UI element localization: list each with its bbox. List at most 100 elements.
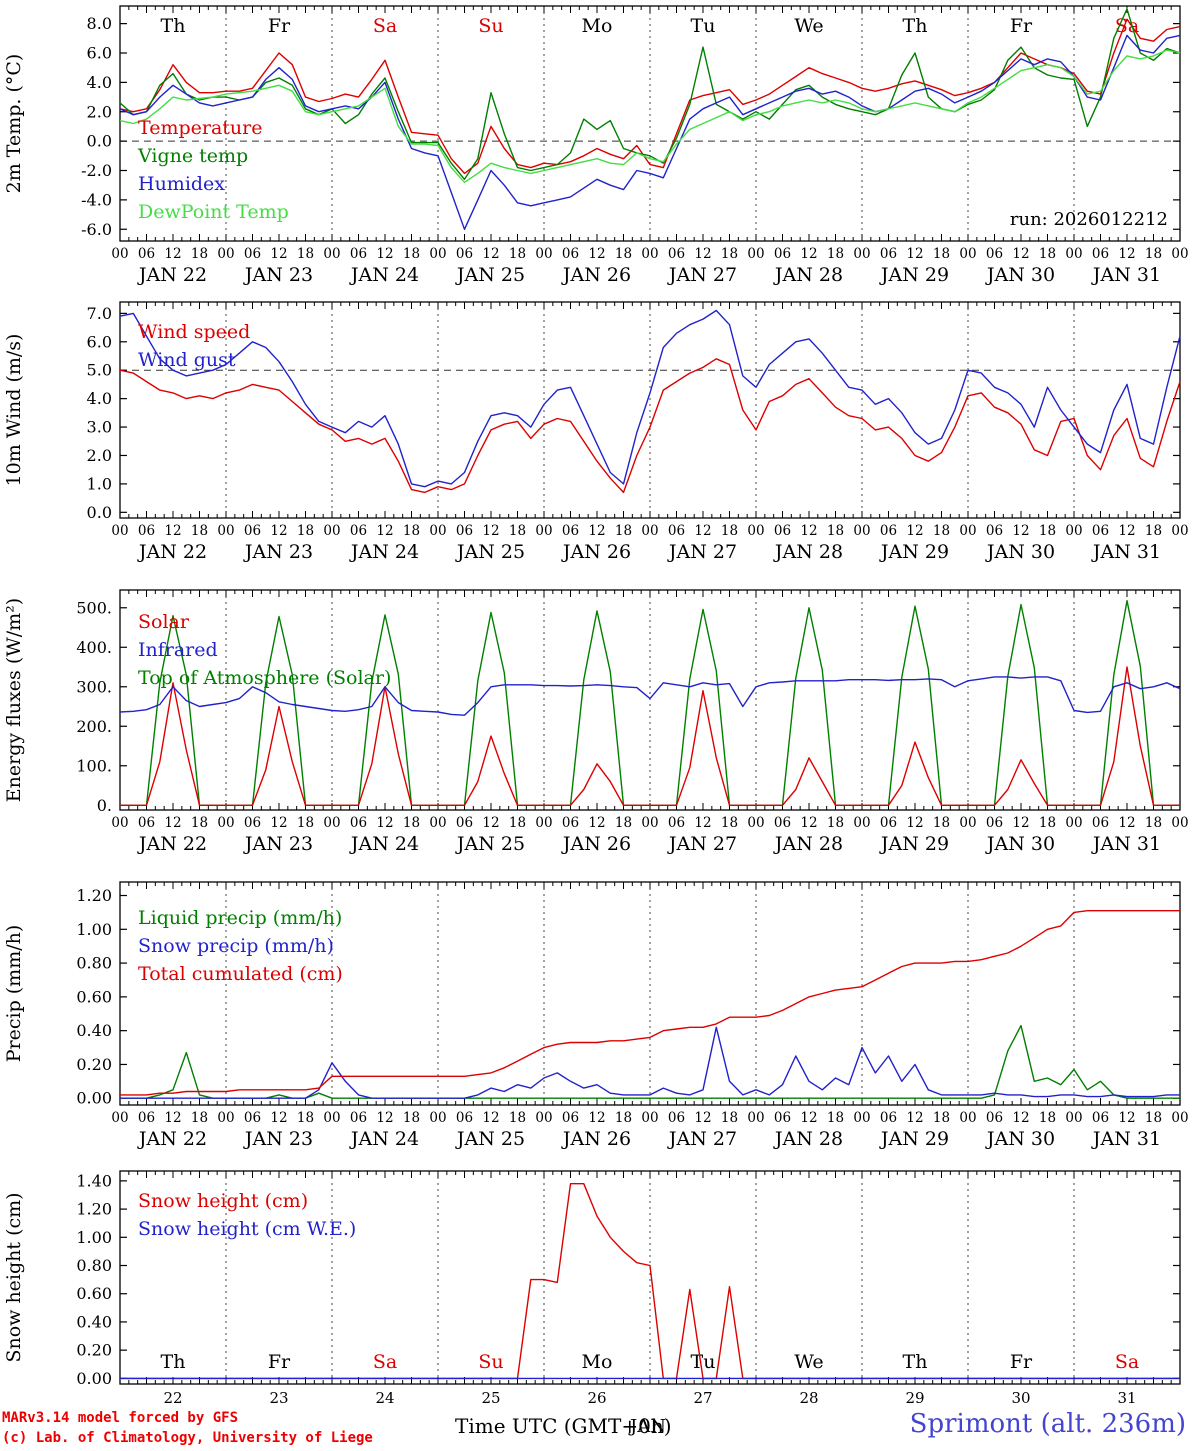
y-tick-label: 0.00 xyxy=(76,1369,112,1388)
time-tick-label: 12 xyxy=(906,1110,923,1126)
y-axis-title: Snow height (cm) xyxy=(3,1192,25,1362)
time-tick-label: 12 xyxy=(1118,815,1135,831)
weekday-label: Th xyxy=(903,15,928,37)
y-tick-label: 2.0 xyxy=(87,446,112,465)
y-tick-label: 4.0 xyxy=(87,389,112,408)
month-label: JAN xyxy=(630,1416,666,1437)
time-tick-label: 00 xyxy=(1171,523,1188,539)
day-label: JAN 28 xyxy=(773,541,843,563)
day-number-label: 31 xyxy=(1117,1389,1136,1407)
time-tick-label: 18 xyxy=(827,246,844,262)
time-tick-label: 18 xyxy=(297,1110,314,1126)
time-tick-label: 18 xyxy=(721,1110,738,1126)
time-tick-label: 06 xyxy=(668,1110,685,1126)
time-tick-label: 12 xyxy=(588,246,605,262)
time-tick-label: 06 xyxy=(138,1110,155,1126)
time-tick-label: 12 xyxy=(694,246,711,262)
time-tick-label: 00 xyxy=(535,1110,552,1126)
time-tick-label: 18 xyxy=(297,246,314,262)
time-tick-label: 00 xyxy=(323,1110,340,1126)
time-tick-label: 06 xyxy=(244,815,261,831)
time-tick-label: 06 xyxy=(350,246,367,262)
series-snow-precip xyxy=(120,1026,1180,1099)
time-tick-label: 06 xyxy=(880,246,897,262)
time-tick-label: 18 xyxy=(509,815,526,831)
time-tick-label: 12 xyxy=(164,246,181,262)
time-tick-label: 06 xyxy=(986,1110,1003,1126)
temperature-chart: 8.0 6.0 4.0 2.0 0.0 -2.0 -4.0 -6.0 00 06 12 18 00 06 1… xyxy=(3,5,1189,286)
time-tick-label: 12 xyxy=(1118,523,1135,539)
time-tick-label: 00 xyxy=(641,815,658,831)
y-axis-title: 2m Temp. (°C) xyxy=(3,54,25,194)
day-label: JAN 24 xyxy=(349,541,419,563)
day-label: JAN 31 xyxy=(1091,833,1161,855)
time-tick-label: 00 xyxy=(1065,815,1082,831)
series-solar xyxy=(120,666,1180,807)
y-tick-label: 0.60 xyxy=(76,987,112,1006)
time-tick-label: 06 xyxy=(350,523,367,539)
day-label: JAN 25 xyxy=(455,541,525,563)
weekday-label: Sa xyxy=(1115,15,1139,37)
legend-humidex: Humidex xyxy=(138,173,225,195)
day-number-label: 30 xyxy=(1011,1389,1030,1407)
y-axis-title: Energy fluxes (W/m²) xyxy=(3,598,25,802)
legend-infrared: Infrared xyxy=(138,639,218,661)
time-tick-label: 18 xyxy=(933,1110,950,1126)
day-label: JAN 23 xyxy=(243,833,313,855)
time-tick-label: 00 xyxy=(217,815,234,831)
weekday-label: Fr xyxy=(1010,15,1033,37)
day-number-label: 29 xyxy=(905,1389,924,1407)
precip-panel: 1.20 1.00 0.80 0.60 0.40 0.20 0.00 00 06 12 18 00 06… xyxy=(0,878,1194,1167)
time-tick-label: 06 xyxy=(562,523,579,539)
time-tick-label: 12 xyxy=(800,815,817,831)
y-tick-label: 5.0 xyxy=(87,361,112,380)
time-tick-label: 18 xyxy=(1039,523,1056,539)
time-tick-label: 12 xyxy=(376,523,393,539)
time-tick-label: 00 xyxy=(641,523,658,539)
y-tick-label: 1.00 xyxy=(76,1228,112,1247)
legend-temperature: Temperature xyxy=(138,117,262,139)
temperature-panel: 8.0 6.0 4.0 2.0 0.0 -2.0 -4.0 -6.0 00 06 12 18 00 06 1… xyxy=(0,0,1194,298)
day-label: JAN 30 xyxy=(985,264,1055,286)
time-tick-label: 12 xyxy=(164,523,181,539)
day-label: JAN 23 xyxy=(243,541,313,563)
weekday-label: Fr xyxy=(1010,1351,1033,1373)
day-label: JAN 29 xyxy=(879,264,949,286)
y-tick-label: 0.00 xyxy=(76,1089,112,1108)
weekday-label: Tu xyxy=(691,1351,716,1373)
time-tick-label: 12 xyxy=(482,815,499,831)
weekday-label: Tu xyxy=(691,15,716,37)
series-infrared xyxy=(119,676,1181,716)
time-tick-label: 06 xyxy=(1092,815,1109,831)
time-tick-label: 12 xyxy=(270,246,287,262)
time-tick-label: 18 xyxy=(1145,523,1162,539)
time-tick-label: 00 xyxy=(535,815,552,831)
time-tick-label: 00 xyxy=(959,246,976,262)
y-tick-label: 2.0 xyxy=(87,102,112,121)
time-tick-label: 00 xyxy=(641,1110,658,1126)
time-tick-label: 18 xyxy=(933,246,950,262)
time-tick-label: 06 xyxy=(562,815,579,831)
time-tick-label: 00 xyxy=(535,246,552,262)
time-tick-label: 06 xyxy=(668,246,685,262)
time-tick-label: 06 xyxy=(774,523,791,539)
time-tick-label: 06 xyxy=(456,246,473,262)
day-label: JAN 25 xyxy=(455,264,525,286)
y-tick-label: 0.80 xyxy=(76,1256,112,1275)
series-wind-gust xyxy=(119,309,1181,488)
day-label: JAN 25 xyxy=(455,1128,525,1150)
series-dewpoint-temp xyxy=(119,49,1181,184)
time-tick-label: 06 xyxy=(986,246,1003,262)
time-tick-label: 12 xyxy=(1118,246,1135,262)
time-tick-label: 18 xyxy=(403,1110,420,1126)
time-tick-label: 00 xyxy=(111,1110,128,1126)
energy-flux-chart: 500.400.300.200.100.0.00 06 12 18 00 06 12 18 00… xyxy=(3,589,1189,855)
time-tick-label: 00 xyxy=(959,815,976,831)
time-tick-label: 12 xyxy=(1012,1110,1029,1126)
day-label: JAN 30 xyxy=(985,833,1055,855)
weekday-label: Fr xyxy=(268,1351,291,1373)
y-tick-label: 500. xyxy=(76,598,112,617)
time-tick-label: 06 xyxy=(986,523,1003,539)
time-tick-label: 00 xyxy=(1065,246,1082,262)
time-tick-label: 18 xyxy=(933,815,950,831)
